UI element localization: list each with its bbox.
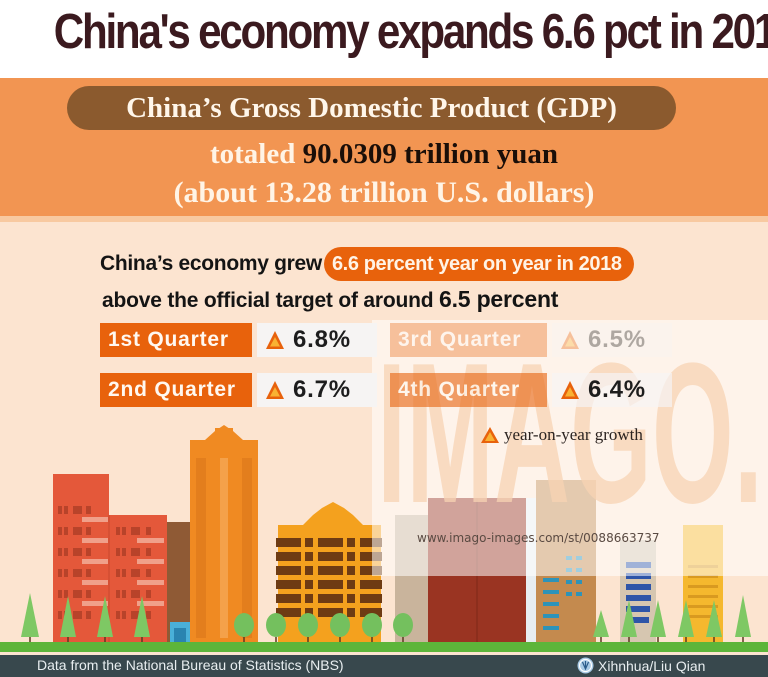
triangle-up-icon	[561, 381, 579, 399]
quarter-3-label: 3rd Quarter	[390, 323, 547, 357]
legend-label: year-on-year growth	[504, 425, 643, 444]
quarter-4-growth: 6.4%	[588, 376, 646, 403]
quarter-2-label: 2nd Quarter	[100, 373, 252, 407]
quarter-2-value: 6.7%	[257, 373, 377, 407]
divider	[0, 216, 768, 222]
triangle-up-icon	[481, 427, 499, 443]
triangle-up-icon	[561, 331, 579, 349]
growth-highlight: 6.6 percent year on year in 2018	[323, 247, 634, 281]
credit: Xihnhua/Liu Qian	[577, 657, 705, 674]
watermark-overlay	[372, 320, 768, 576]
gdp-total-prefix: totaled	[209, 138, 303, 170]
gdp-usd-line: (about 13.28 trillion U.S. dollars)	[173, 176, 595, 209]
xinhua-logo-icon	[577, 657, 594, 674]
svg-text:IMAGO.: IMAGO.	[377, 330, 763, 520]
target-statement: above the official target of around 6.5 …	[102, 286, 558, 313]
gdp-pill: China’s Gross Domestic Product (GDP)	[67, 86, 676, 130]
quarter-3-value: 6.5%	[552, 323, 672, 357]
triangle-up-icon	[266, 381, 284, 399]
growth-statement: China’s economy grew 6.6 percent year on…	[100, 247, 634, 281]
quarter-4-label: 4th Quarter	[390, 373, 547, 407]
gdp-pill-text: China’s Gross Domestic Product (GDP)	[126, 92, 617, 124]
growth-prefix: China’s economy grew	[100, 252, 322, 275]
quarter-3-growth: 6.5%	[588, 326, 646, 353]
footer: Data from the National Bureau of Statist…	[0, 655, 768, 677]
legend: year-on-year growth	[480, 425, 643, 445]
gdp-total-line: totaled 90.0309 trillion yuan	[0, 138, 768, 171]
triangle-up-icon	[266, 331, 284, 349]
quarter-1-growth: 6.8%	[293, 326, 351, 353]
watermark-url: www.imago-images.com/st/0088663737	[417, 531, 660, 545]
target-prefix: above the official target of around	[102, 289, 440, 312]
credit-text: Xihnhua/Liu Qian	[598, 657, 706, 674]
target-value: 6.5 percent	[439, 286, 559, 312]
data-source: Data from the National Bureau of Statist…	[37, 657, 344, 673]
quarter-1-value: 6.8%	[257, 323, 377, 357]
title-bar: China's economy expands 6.6 pct in 2018	[0, 0, 768, 78]
gdp-total-value: 90.0309 trillion yuan	[302, 138, 559, 170]
quarter-2-growth: 6.7%	[293, 376, 351, 403]
quarter-1-label: 1st Quarter	[100, 323, 252, 357]
watermark-logo: IMAGO.	[377, 330, 763, 520]
page-title: China's economy expands 6.6 pct in 2018	[53, 5, 768, 59]
quarter-4-value: 6.4%	[552, 373, 672, 407]
